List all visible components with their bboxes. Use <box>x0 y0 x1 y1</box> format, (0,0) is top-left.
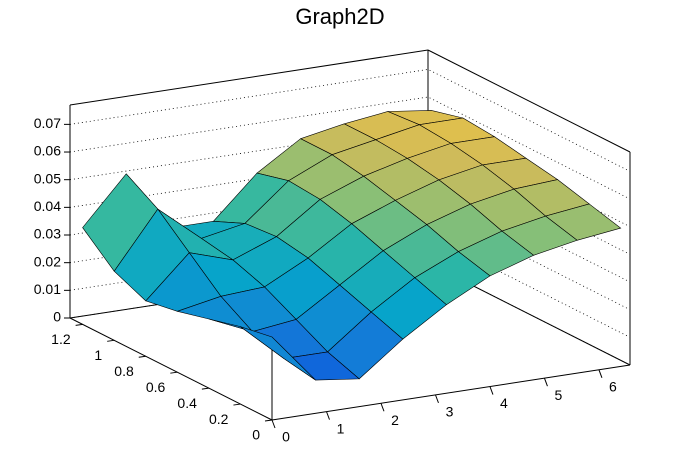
box-edge <box>271 364 631 421</box>
y-tick-label: 0.8 <box>114 363 134 379</box>
x-tick-label: 3 <box>446 404 454 420</box>
x-tick <box>380 403 385 412</box>
y-tick <box>264 419 273 422</box>
grid-line <box>69 96 631 200</box>
grid-line <box>69 124 631 228</box>
x-tick-label: 4 <box>500 395 508 411</box>
box-edge <box>427 49 631 153</box>
y-tick-label: 0.2 <box>209 411 229 427</box>
grid-line <box>69 68 631 172</box>
x-tick <box>489 386 494 395</box>
x-tick <box>543 377 548 387</box>
y-tick-label: 0.4 <box>177 395 197 411</box>
y-tick <box>170 371 178 374</box>
z-tick-label: 0.06 <box>34 143 61 159</box>
y-tick-label: 0.6 <box>146 379 166 395</box>
surface-cell <box>240 326 316 381</box>
z-tick-label: 0.02 <box>34 253 61 269</box>
y-tick <box>75 323 83 326</box>
z-tick-label: 0.05 <box>34 170 61 186</box>
y-tick <box>107 339 115 342</box>
z-tick-label: 0.01 <box>34 281 61 297</box>
grid-line <box>69 151 631 255</box>
x-tick <box>271 419 276 429</box>
y-tick <box>201 387 209 390</box>
y-tick-label: 1 <box>94 347 102 363</box>
z-tick-label: 0.04 <box>34 198 61 214</box>
x-tick <box>435 394 439 404</box>
x-tick <box>326 411 330 420</box>
y-tick <box>138 355 146 358</box>
y-tick <box>233 403 241 406</box>
chart-title: Graph2D <box>295 4 384 29</box>
y-tick-label: 0 <box>252 427 260 443</box>
x-tick-label: 2 <box>391 412 399 428</box>
box-edge <box>69 317 273 421</box>
box-edge <box>69 49 429 106</box>
z-tick-label: 0.03 <box>34 226 61 242</box>
x-tick-label: 1 <box>337 420 345 436</box>
z-tick-label: 0 <box>53 309 61 325</box>
z-tick-label: 0.07 <box>34 115 61 131</box>
x-tick-label: 0 <box>282 429 290 445</box>
x-tick-label: 5 <box>555 387 563 403</box>
grid-line <box>69 179 631 283</box>
x-tick-label: 6 <box>609 378 617 394</box>
y-tick-label: 1.2 <box>51 331 71 347</box>
x-tick <box>598 369 603 378</box>
